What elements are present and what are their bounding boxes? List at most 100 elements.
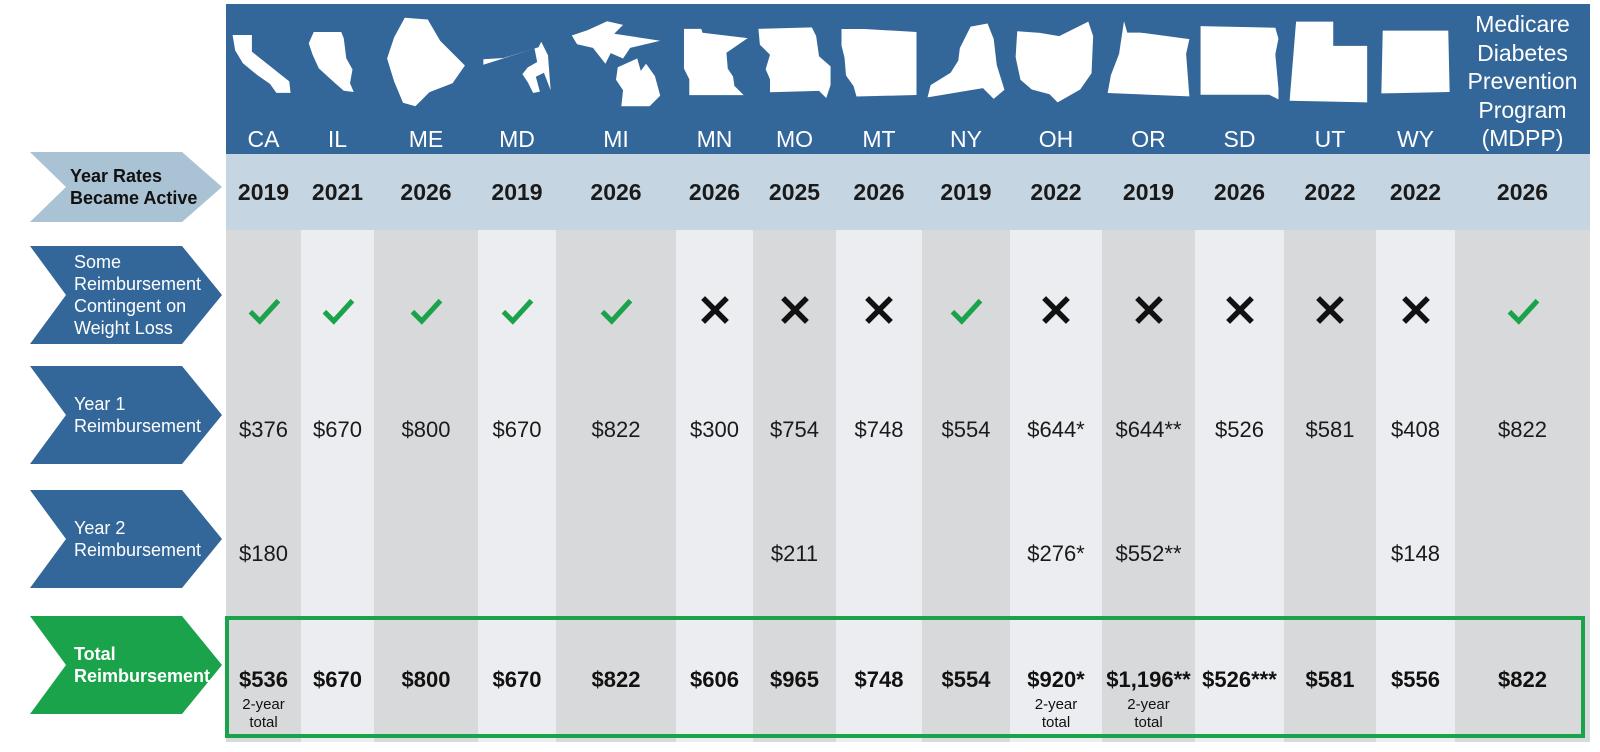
x-mark-icon (1102, 280, 1195, 340)
state-code: SD (1223, 126, 1256, 152)
year1-cell: $800 (401, 417, 451, 442)
year-active-cell: 2021 (311, 178, 364, 205)
state-code: MI (603, 126, 629, 152)
total-cell: $822 (1498, 667, 1547, 692)
column-band (1376, 230, 1455, 742)
checkmark-icon (478, 280, 556, 340)
row-label-contingent: Some Reimbursement Contingent on Weight … (30, 246, 222, 344)
checkmark-icon (922, 280, 1010, 340)
year-active-cell: 2019 (491, 178, 543, 205)
total-cell: $748 (854, 667, 904, 692)
year2-cell (556, 526, 676, 582)
state-outline-icon (570, 8, 662, 116)
total-cell: $800 (401, 667, 451, 692)
state-outline-icon (305, 8, 370, 116)
year2-cell: $180 (239, 541, 288, 566)
state-code: UT (1314, 126, 1346, 152)
year-active-cell: 2022 (1389, 178, 1442, 205)
year-active-cell: 2025 (768, 178, 821, 205)
year-active-cell: 2026 (853, 178, 905, 205)
checkmark-icon (1455, 280, 1590, 340)
chevron-icon (30, 152, 222, 222)
row-label-year2: Year 2 Reimbursement (30, 490, 222, 588)
column-band (1195, 230, 1284, 742)
year-active-cell: 2026 (590, 178, 642, 205)
x-mark-icon (1195, 280, 1284, 340)
state-outline-icon (230, 8, 297, 116)
chevron-icon (30, 366, 222, 464)
year1-cell: $748 (854, 417, 904, 442)
year1-cell: $644* (1027, 417, 1085, 442)
year1-cell: $300 (690, 417, 739, 442)
year2-cell: $211 (770, 541, 819, 566)
chevron-icon (30, 246, 222, 344)
x-mark-icon (753, 280, 836, 340)
state-outline-icon (757, 8, 832, 116)
state-code: WY (1396, 126, 1435, 152)
row-label-text: Year Rates Became Active (70, 166, 198, 208)
year2-cell: $276* (1027, 541, 1085, 566)
state-code: MO (775, 126, 814, 152)
year2-cell (1195, 526, 1284, 582)
year2-cell (836, 526, 922, 582)
total-cell: $606 (690, 667, 739, 692)
year-active-cell: 2026 (1496, 178, 1549, 205)
total-note: 2-year total (1127, 696, 1170, 731)
x-mark-icon (676, 280, 753, 340)
row-label-year1: Year 1 Reimbursement (30, 366, 222, 464)
year-active-cell: 2019 (940, 178, 992, 205)
row-label-year-active: Year Rates Became Active (30, 152, 222, 222)
state-code: MN (696, 126, 733, 152)
checkmark-icon (374, 280, 478, 340)
total-cell: $554 (941, 667, 991, 692)
total-cell: $670 (313, 667, 362, 692)
total-row-highlight (225, 616, 1585, 738)
row-label-total: Total Reimbursement (30, 616, 222, 714)
state-code: MD (499, 126, 535, 152)
year-active-cell: 2019 (1122, 178, 1175, 205)
total-note: 2-year total (242, 696, 285, 731)
year1-cell: $581 (1305, 417, 1355, 442)
state-outline-icon (1199, 8, 1280, 116)
total-cell: $670 (492, 667, 542, 692)
year1-cell: $644** (1115, 417, 1182, 442)
column-band (1284, 230, 1376, 742)
year1-cell: $526 (1215, 417, 1264, 442)
state-outline-icon (1380, 8, 1451, 116)
chevron-icon (30, 616, 222, 714)
total-cell: $1,196** (1106, 667, 1191, 692)
column-band (753, 230, 836, 742)
total-cell: $581 (1305, 667, 1355, 692)
year-band (226, 154, 1590, 230)
year-active-cell: 2022 (1304, 178, 1356, 205)
state-outline-icon (1014, 8, 1098, 116)
state-code: OH (1038, 126, 1074, 152)
row-label-text: Year 1 Reimbursement (74, 394, 202, 436)
state-outline-icon (482, 8, 552, 116)
state-code: ME (408, 126, 444, 152)
x-mark-icon (1284, 280, 1376, 340)
total-note: 2-year total (1034, 696, 1078, 731)
year2-cell (1284, 526, 1376, 582)
state-outline-icon (1106, 8, 1191, 116)
year1-cell: $670 (313, 417, 362, 442)
state-outline-icon (926, 8, 1006, 116)
mdpp-header: Medicare Diabetes Prevention Program (MD… (1467, 11, 1578, 151)
year2-cell: $148 (1391, 541, 1440, 566)
year1-cell: $670 (492, 417, 542, 442)
year2-cell (301, 526, 374, 582)
state-code: MT (862, 126, 896, 152)
column-band (676, 230, 753, 742)
year-active-cell: 2026 (688, 178, 741, 205)
x-mark-icon (1010, 280, 1102, 340)
column-band (836, 230, 922, 742)
year1-cell: $822 (1498, 417, 1547, 442)
year1-cell: $754 (770, 417, 819, 442)
column-band (1102, 230, 1195, 742)
year-active-cell: 2022 (1030, 178, 1082, 205)
checkmark-icon (226, 280, 301, 340)
state-code: CA (247, 126, 280, 152)
year-active-cell: 2026 (400, 178, 452, 205)
total-cell: $920* (1027, 667, 1085, 692)
